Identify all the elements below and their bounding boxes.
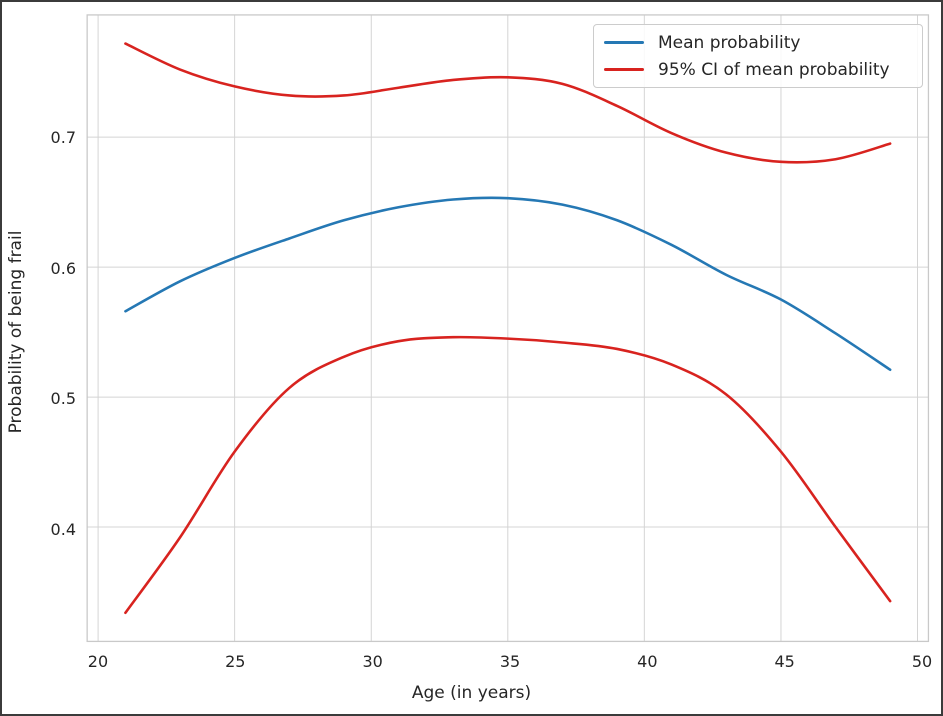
x-axis-label: Age (in years) (411, 683, 532, 703)
mean-line-swatch (604, 41, 644, 44)
x-tick-label: 40 (637, 652, 658, 671)
legend-label-ci: 95% CI of mean probability (658, 59, 890, 80)
x-tick-label: 45 (774, 652, 795, 671)
series-line-1 (124, 42, 892, 164)
series-line-2 (124, 335, 892, 615)
x-tick-label: 25 (225, 652, 246, 671)
data-series (124, 42, 892, 615)
ci-line-swatch (604, 68, 644, 71)
x-tick-label: 30 (362, 652, 383, 671)
gridlines (87, 14, 929, 642)
x-tick-label: 35 (499, 652, 521, 671)
y-tick-label: 0.6 (50, 258, 76, 278)
legend-item-ci: 95% CI of mean probability (602, 58, 912, 81)
legend: Mean probability 95% CI of mean probabil… (593, 24, 923, 88)
series-line-0 (124, 196, 892, 372)
y-tick-label: 0.7 (50, 127, 76, 147)
y-tick-label: 0.5 (50, 389, 76, 409)
y-tick-label: 0.4 (50, 519, 76, 539)
axes-spines (86, 14, 930, 643)
legend-item-mean: Mean probability (602, 31, 912, 54)
x-tick-label: 20 (87, 652, 109, 671)
y-axis-label: Probability of being frail (6, 230, 26, 434)
legend-label-mean: Mean probability (658, 32, 801, 53)
x-tick-label: 50 (911, 652, 933, 671)
